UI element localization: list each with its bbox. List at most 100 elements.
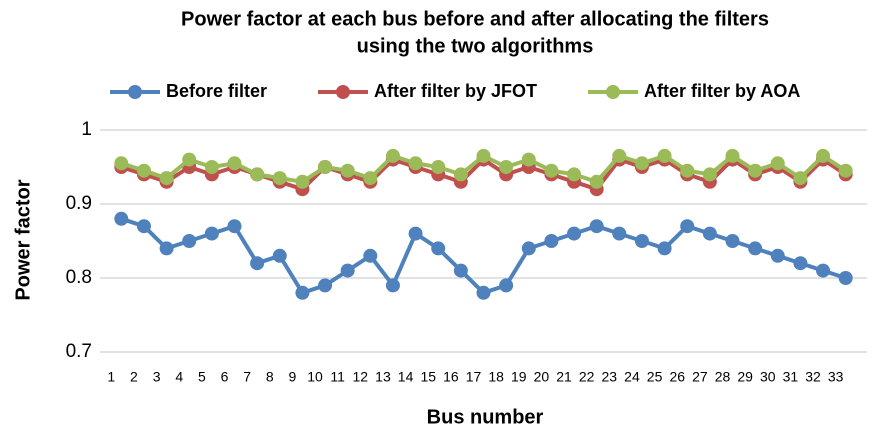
data-point: [634, 156, 649, 171]
x-tick-label: 10: [307, 369, 323, 385]
x-tick-label: 8: [266, 369, 274, 385]
x-tick-label: 9: [289, 369, 297, 385]
data-point: [385, 278, 400, 293]
data-point: [838, 163, 853, 178]
data-point: [521, 152, 536, 167]
data-point: [838, 271, 853, 285]
x-tick-label: 12: [353, 369, 369, 385]
data-point: [725, 148, 740, 163]
x-tick-label: 32: [805, 369, 821, 385]
legend-marker: [336, 85, 350, 99]
data-point: [318, 160, 333, 174]
x-tick-label: 21: [556, 369, 572, 385]
legend-label: Before filter: [166, 81, 267, 101]
data-point: [657, 241, 672, 256]
data-point: [408, 226, 423, 241]
y-tick-label: 0.7: [66, 341, 92, 362]
data-point: [250, 167, 265, 182]
data-point: [589, 174, 604, 189]
x-tick-label: 33: [828, 369, 844, 385]
data-point: [453, 263, 468, 278]
data-point: [114, 211, 129, 226]
legend-label: After filter by JFOT: [374, 81, 537, 101]
data-point: [295, 285, 310, 300]
data-point: [589, 219, 604, 234]
data-point: [521, 241, 536, 256]
x-axis-title: Bus number: [427, 406, 544, 428]
data-point: [702, 167, 717, 182]
data-point: [204, 160, 219, 174]
data-point: [499, 160, 514, 174]
data-point: [499, 278, 514, 293]
data-point: [182, 152, 197, 167]
data-point: [793, 171, 808, 186]
data-point: [770, 248, 785, 263]
data-point: [318, 278, 333, 293]
data-point: [340, 163, 355, 178]
data-point: [453, 167, 468, 182]
x-tick-label: 11: [330, 369, 345, 385]
data-point: [159, 171, 174, 186]
x-tick-label: 16: [443, 369, 459, 385]
data-point: [250, 256, 265, 271]
data-point: [272, 248, 287, 263]
x-tick-label: 1: [107, 369, 115, 385]
data-point: [816, 148, 831, 163]
data-point: [272, 171, 287, 186]
data-point: [702, 226, 717, 241]
x-tick-label: 25: [647, 369, 663, 385]
data-point: [385, 148, 400, 163]
data-point: [363, 248, 378, 263]
data-point: [657, 148, 672, 163]
data-point: [114, 156, 129, 171]
data-point: [612, 226, 627, 241]
data-point: [567, 167, 582, 182]
data-point: [725, 234, 740, 248]
x-tick-label: 18: [488, 369, 504, 385]
x-tick-label: 17: [466, 369, 482, 385]
chart-title: using the two algorithms: [357, 35, 594, 57]
x-tick-label: 29: [737, 369, 753, 385]
x-tick-label: 31: [783, 369, 799, 385]
data-point: [227, 219, 242, 234]
legend-label: After filter by AOA: [644, 81, 800, 101]
x-tick-label: 23: [602, 369, 618, 385]
data-point: [431, 160, 446, 174]
legend-marker: [606, 85, 620, 99]
data-point: [793, 256, 808, 271]
x-tick-label: 24: [624, 369, 640, 385]
data-point: [567, 226, 582, 241]
data-point: [295, 174, 310, 189]
data-point: [136, 219, 151, 234]
x-tick-label: 26: [669, 369, 685, 385]
data-point: [363, 171, 378, 186]
x-tick-label: 22: [579, 369, 595, 385]
data-point: [770, 156, 785, 171]
data-point: [612, 148, 627, 163]
chart-title: Power factor at each bus before and afte…: [181, 8, 769, 30]
x-tick-label: 2: [130, 369, 138, 385]
data-point: [816, 263, 831, 278]
data-point: [476, 148, 491, 163]
data-point: [476, 285, 491, 300]
x-tick-label: 28: [715, 369, 731, 385]
x-tick-label: 5: [198, 369, 206, 385]
data-point: [544, 234, 559, 248]
y-tick-label: 1: [81, 119, 92, 140]
data-point: [680, 163, 695, 178]
x-tick-label: 19: [511, 369, 527, 385]
data-point: [748, 241, 763, 256]
data-point: [748, 163, 763, 178]
x-tick-label: 15: [420, 369, 436, 385]
y-tick-label: 0.9: [66, 193, 92, 214]
x-tick-label: 30: [760, 369, 776, 385]
data-point: [136, 163, 151, 178]
x-tick-label: 6: [221, 369, 229, 385]
y-axis-title: Power factor: [12, 179, 34, 300]
x-tick-label: 13: [375, 369, 391, 385]
data-point: [340, 263, 355, 278]
data-point: [159, 241, 174, 256]
x-tick-label: 20: [534, 369, 550, 385]
data-point: [182, 234, 197, 248]
